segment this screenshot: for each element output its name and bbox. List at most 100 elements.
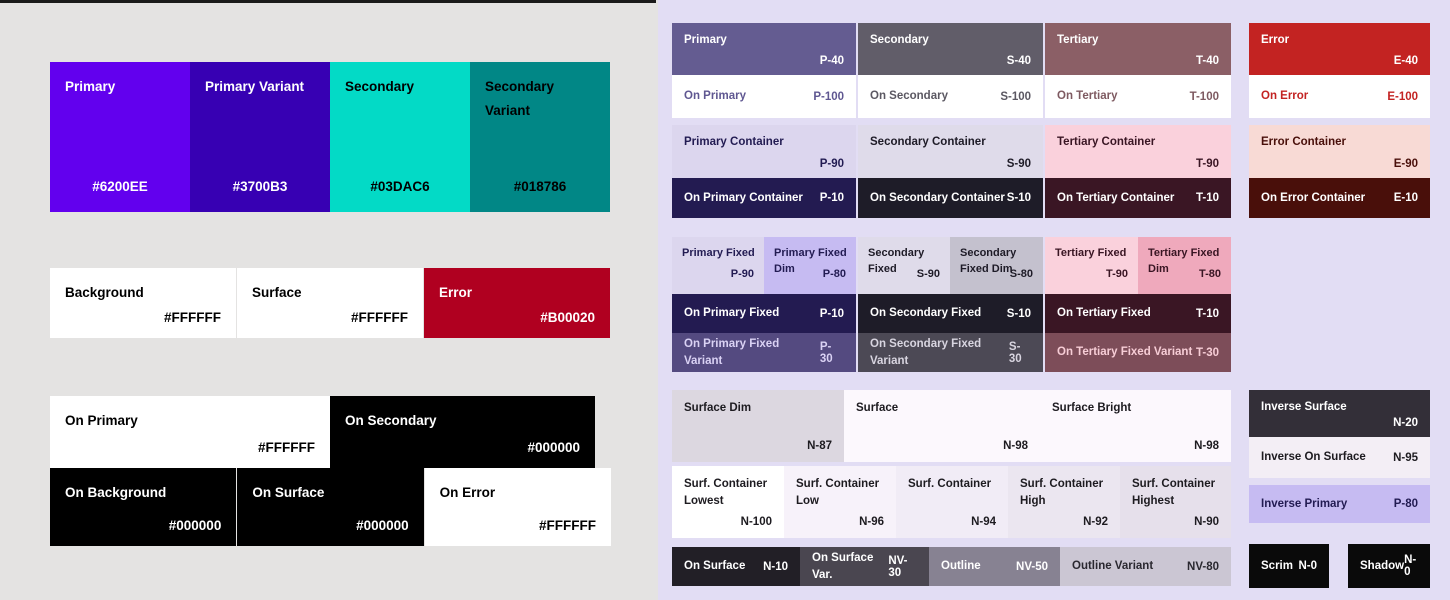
swatch-md3-on-tertiary-fixed-variant-30: On Tertiary Fixed Variant T-30 — [1045, 333, 1231, 372]
swatch-label: Error — [439, 285, 473, 300]
swatch-code: E-10 — [1393, 192, 1418, 204]
md2-on-row-1: On Primary #FFFFFF On Secondary #000000 — [50, 396, 595, 468]
md2-core-row: Primary #6200EE Primary Variant #3700B3 … — [50, 62, 610, 212]
swatch-md3-on-error-100: On Error E-100 — [1249, 75, 1430, 118]
swatch-code: N-98 — [1194, 440, 1219, 452]
swatch-hex: #FFFFFF — [164, 310, 221, 325]
swatch-md3-primary-40: Primary P-40 — [672, 23, 856, 75]
swatch-md3-on-primary-fixed-variant-30: On Primary Fixed Variant P-30 — [672, 333, 856, 372]
swatch-label: Tertiary — [1057, 34, 1099, 46]
swatch-code: S-40 — [1006, 55, 1031, 67]
swatch-md3-on-primary-100: On Primary P-100 — [672, 75, 856, 118]
swatch-label: Primary Container — [684, 136, 784, 148]
swatch-label: On Secondary — [870, 90, 948, 103]
swatch-md3-on-secondary-100: On Secondary S-100 — [858, 75, 1043, 118]
swatch-md3-surface-container-lowest: Surf. Container Lowest N-100 — [672, 466, 784, 538]
swatch-hex: #000000 — [168, 518, 222, 533]
swatch-label: On Tertiary Fixed Variant — [1057, 346, 1193, 359]
swatch-code: S-80 — [1009, 268, 1033, 280]
swatch-label: Primary Fixed Dim — [774, 247, 847, 275]
swatch-code: P-40 — [819, 55, 844, 67]
swatch-md3-surface-container-low: Surf. Container Low N-96 — [784, 466, 896, 538]
swatch-md3-inverse-on-surface-95: Inverse On Surface N-95 — [1249, 437, 1430, 478]
swatch-code: T-100 — [1189, 90, 1219, 103]
swatch-md2-secondary-variant: Secondary Variant #018786 — [470, 62, 610, 212]
swatch-code: NV-50 — [1016, 560, 1048, 573]
swatch-md3-secondary-container-90: Secondary Container S-90 — [858, 125, 1043, 178]
swatch-code: T-80 — [1198, 268, 1221, 280]
swatch-md3-tertiary-fixed-90: Tertiary Fixed T-90 — [1045, 237, 1138, 294]
swatch-code: N-92 — [1083, 516, 1108, 528]
swatch-hex: #FFFFFF — [351, 310, 408, 325]
swatch-code: N-98 — [1003, 440, 1028, 452]
swatch-md2-primary-variant: Primary Variant #3700B3 — [190, 62, 330, 212]
swatch-md3-shadow-0: Shadow N-0 — [1348, 544, 1430, 588]
swatch-md3-primary-fixed-90: Primary Fixed P-90 — [672, 237, 764, 294]
swatch-code: S-30 — [1008, 340, 1022, 365]
swatch-code: S-10 — [1006, 192, 1031, 204]
swatch-md3-outline-variant-80: Outline Variant NV-80 — [1060, 547, 1231, 586]
swatch-md2-error: Error #B00020 — [424, 268, 610, 338]
swatch-label: Surf. Container Low — [796, 478, 880, 507]
swatch-code: P-100 — [813, 90, 844, 103]
swatch-label: Scrim — [1261, 559, 1293, 572]
swatch-md2-on-primary: On Primary #FFFFFF — [50, 396, 330, 468]
swatch-code: NV-30 — [888, 554, 908, 579]
swatch-md3-error-40: Error E-40 — [1249, 23, 1430, 75]
swatch-hex: #FFFFFF — [258, 440, 315, 455]
swatch-code: N-90 — [1194, 516, 1219, 528]
swatch-md3-primary-container-90: Primary Container P-90 — [672, 125, 856, 178]
swatch-code: P-10 — [819, 307, 844, 320]
swatch-label: Surf. Container — [908, 478, 992, 490]
swatch-label: On Primary Fixed Variant — [684, 337, 780, 367]
swatch-code: E-90 — [1393, 158, 1418, 170]
swatch-md2-on-secondary: On Secondary #000000 — [330, 396, 595, 468]
md2-surface-row: Background #FFFFFF Surface #FFFFFF Error… — [50, 268, 610, 338]
swatch-label: Secondary Fixed — [868, 247, 925, 275]
swatch-label: Surf. Container High — [1020, 478, 1104, 507]
swatch-label: Secondary Fixed Dim — [960, 247, 1017, 275]
swatch-code: T-90 — [1195, 158, 1219, 170]
swatch-label: On Background — [65, 485, 167, 500]
swatch-md3-inverse-surface-20: Inverse Surface N-20 — [1249, 390, 1430, 437]
swatch-label: On Secondary — [345, 413, 437, 428]
swatch-label: On Error Container — [1261, 191, 1366, 204]
swatch-label: Secondary Container — [870, 136, 986, 148]
swatch-label: Surface — [252, 285, 302, 300]
swatch-label: Inverse On Surface — [1261, 451, 1366, 464]
swatch-md3-on-secondary-fixed-10: On Secondary Fixed S-10 — [858, 294, 1043, 333]
swatch-label: Secondary Variant — [485, 79, 555, 119]
swatch-hex: #FFFFFF — [538, 518, 596, 533]
swatch-label: Outline — [941, 560, 981, 573]
swatch-md3-inverse-primary-80: Inverse Primary P-80 — [1249, 485, 1430, 523]
swatch-label: Primary Fixed — [682, 247, 755, 259]
swatch-hex: #000000 — [356, 518, 409, 533]
swatch-md3-on-secondary-container-10: On Secondary Container S-10 — [858, 178, 1043, 218]
swatch-label: Shadow — [1360, 559, 1405, 572]
swatch-md3-surface-container-high: Surf. Container High N-92 — [1008, 466, 1120, 538]
swatch-md2-background: Background #FFFFFF — [50, 268, 236, 338]
swatch-label: On Primary Fixed — [684, 307, 780, 320]
swatch-md2-on-surface: On Surface #000000 — [237, 468, 424, 546]
swatch-code: N-94 — [971, 516, 996, 528]
swatch-md3-primary-fixed-dim-80: Primary Fixed Dim P-80 — [764, 237, 856, 294]
swatch-code: N-87 — [807, 440, 832, 452]
swatch-md2-secondary: Secondary #03DAC6 — [330, 62, 470, 212]
swatch-label: On Primary — [65, 413, 138, 428]
swatch-code: N-100 — [740, 516, 772, 528]
md2-on-row-2: On Background #000000 On Surface #000000… — [50, 468, 611, 546]
top-divider — [0, 0, 656, 3]
swatch-label: Tertiary Fixed Dim — [1148, 247, 1220, 275]
swatch-md3-secondary-40: Secondary S-40 — [858, 23, 1043, 75]
swatch-label: Surf. Container Highest — [1132, 478, 1216, 507]
swatch-code: T-10 — [1195, 192, 1219, 204]
swatch-code: NV-80 — [1187, 560, 1219, 573]
swatch-code: E-100 — [1387, 90, 1418, 103]
swatch-label: Outline Variant — [1072, 560, 1154, 573]
swatch-code: P-80 — [1393, 498, 1418, 510]
swatch-md3-surface-dim: Surface Dim N-87 — [672, 390, 844, 462]
swatch-hex: #000000 — [527, 440, 580, 455]
swatch-label: On Surface — [684, 560, 746, 573]
swatch-label: On Tertiary Container — [1057, 191, 1175, 204]
